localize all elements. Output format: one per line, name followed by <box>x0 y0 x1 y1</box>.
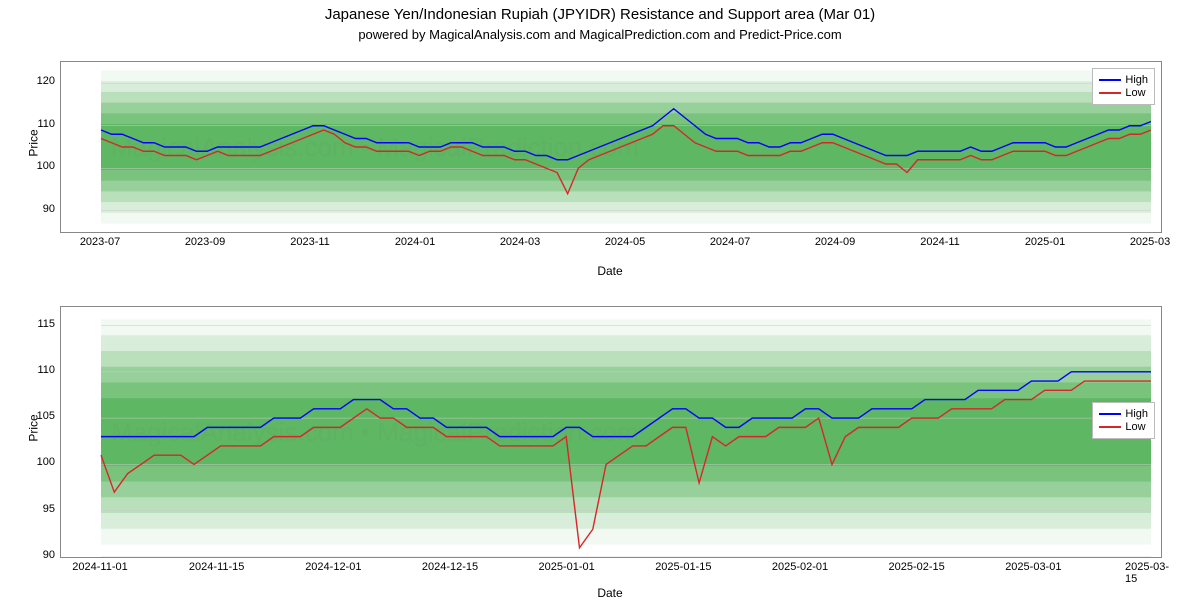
axis-tick: 2025-03 <box>1130 236 1170 248</box>
axis-tick: 2024-12-15 <box>422 561 478 573</box>
chart-title: Japanese Yen/Indonesian Rupiah (JPYIDR) … <box>0 6 1200 23</box>
axis-tick: 2025-02-15 <box>889 561 945 573</box>
axis-tick: 2023-11 <box>290 236 330 248</box>
axis-tick: 2024-05 <box>605 236 645 248</box>
axis-tick: 100 <box>37 160 55 172</box>
axis-tick: 95 <box>43 503 55 515</box>
legend-high-label: High <box>1125 74 1148 86</box>
axis-tick: 2024-07 <box>710 236 750 248</box>
axis-tick: 2025-01-15 <box>655 561 711 573</box>
legend-low-label: Low <box>1125 421 1145 433</box>
axis-tick: 2023-09 <box>185 236 225 248</box>
chart2-plot-area: High Low MagicalAnalysis.com • MagicalPr… <box>60 306 1162 558</box>
chart1-legend: High Low <box>1092 68 1155 105</box>
axis-tick: 90 <box>43 203 55 215</box>
axis-tick: 2024-03 <box>500 236 540 248</box>
legend-low-line <box>1099 92 1121 94</box>
chart2-xlabel: Date <box>60 586 1160 600</box>
axis-tick: 100 <box>37 456 55 468</box>
legend-high-line <box>1099 413 1121 415</box>
axis-tick: 2025-01-01 <box>539 561 595 573</box>
axis-tick: 2024-12-01 <box>305 561 361 573</box>
chart-subtitle: powered by MagicalAnalysis.com and Magic… <box>0 27 1200 42</box>
axis-tick: 2025-03-01 <box>1005 561 1061 573</box>
axis-tick: 90 <box>43 549 55 561</box>
axis-tick: 2024-11-15 <box>189 561 244 573</box>
chart1-ylabel: Price <box>27 129 41 156</box>
axis-tick: 2024-09 <box>815 236 855 248</box>
axis-tick: 2025-02-01 <box>772 561 828 573</box>
legend-low-label: Low <box>1125 87 1145 99</box>
axis-tick: 110 <box>37 364 55 376</box>
axis-tick: 120 <box>37 75 55 87</box>
axis-tick: 2024-11 <box>920 236 960 248</box>
legend-high-label: High <box>1125 408 1148 420</box>
legend-high-line <box>1099 79 1121 81</box>
axis-tick: 2024-11-01 <box>72 561 127 573</box>
axis-tick: 2025-03-15 <box>1125 561 1175 585</box>
axis-tick: 2025-01 <box>1025 236 1065 248</box>
axis-tick: 2024-01 <box>395 236 435 248</box>
axis-tick: 110 <box>37 118 55 130</box>
legend-low-line <box>1099 426 1121 428</box>
chart2-legend: High Low <box>1092 402 1155 439</box>
axis-tick: 105 <box>37 410 55 422</box>
axis-tick: 115 <box>37 318 55 330</box>
chart1-plot-area: High Low MagicalAnalysis.com • MagicalPr… <box>60 61 1162 233</box>
chart1-xlabel: Date <box>60 264 1160 278</box>
axis-tick: 2023-07 <box>80 236 120 248</box>
